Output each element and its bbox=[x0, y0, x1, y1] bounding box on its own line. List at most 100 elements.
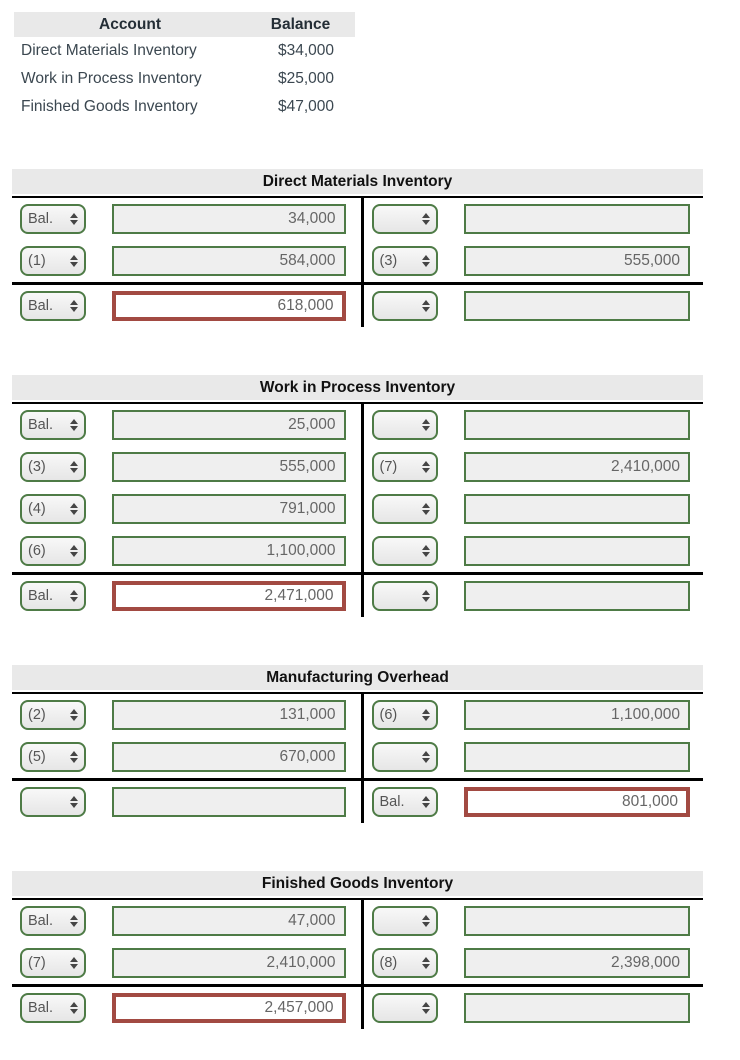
amount-input[interactable]: 584,000 bbox=[112, 246, 346, 276]
t-account-title: Finished Goods Inventory bbox=[12, 871, 703, 896]
spinner-up-arrow bbox=[70, 255, 78, 260]
right-cell: Bal. 801,000 bbox=[358, 781, 704, 823]
entry-label-select[interactable] bbox=[371, 536, 438, 566]
entry-label-value: (2) bbox=[28, 707, 46, 723]
entry-label-select[interactable]: Bal. bbox=[20, 204, 86, 234]
spinner-down-arrow bbox=[421, 922, 430, 927]
entry-label-select[interactable]: (4) bbox=[20, 494, 86, 524]
spinner-up-arrow bbox=[421, 300, 430, 305]
balance-amount-input[interactable]: 2,471,000 bbox=[112, 581, 346, 611]
t-account-body: Bal. 47,000 (7) 2,410,000 (8) 2,398,000 Bal. 2,… bbox=[12, 898, 703, 1029]
amount-input[interactable]: 555,000 bbox=[112, 452, 346, 482]
t-account-row: (1) 584,000 (3) 555,000 bbox=[12, 240, 703, 282]
t-account-title: Manufacturing Overhead bbox=[12, 665, 703, 690]
entry-label-select[interactable]: (6) bbox=[20, 536, 86, 566]
spinner-up-arrow bbox=[70, 503, 78, 508]
balance-amount-input[interactable]: 618,000 bbox=[112, 291, 346, 321]
right-cell bbox=[358, 488, 704, 530]
spinner-down-arrow bbox=[70, 426, 78, 431]
t-account-body: Bal. 34,000 (1) 584,000 (3) 555,000 Bal. 618,00… bbox=[12, 196, 703, 327]
spinner-down-arrow bbox=[70, 307, 78, 312]
entry-label-value: Bal. bbox=[28, 588, 53, 604]
amount-input[interactable]: 555,000 bbox=[463, 246, 690, 276]
entry-label-value: Bal. bbox=[28, 417, 53, 433]
entry-label-select[interactable]: (7) bbox=[20, 948, 86, 978]
entry-label-select[interactable]: (3) bbox=[20, 452, 86, 482]
amount-input[interactable]: 1,100,000 bbox=[463, 700, 690, 730]
entry-label-select[interactable]: (3) bbox=[371, 246, 438, 276]
spinner-down-arrow bbox=[70, 552, 78, 557]
updown-spinner-icon bbox=[421, 419, 430, 431]
amount-input[interactable]: 131,000 bbox=[112, 700, 346, 730]
entry-label-select[interactable] bbox=[371, 410, 438, 440]
amount-input[interactable]: 1,100,000 bbox=[112, 536, 346, 566]
t-account-row: (5) 670,000 bbox=[12, 736, 703, 778]
amount-input[interactable]: 34,000 bbox=[112, 204, 346, 234]
spinner-up-arrow bbox=[421, 957, 430, 962]
left-cell: Bal. 34,000 bbox=[12, 198, 358, 240]
amount-input[interactable] bbox=[463, 494, 690, 524]
amount-input[interactable] bbox=[463, 536, 690, 566]
account-balance-table: Account Balance Direct Materials Invento… bbox=[14, 12, 355, 121]
summary-table-header: Account Balance bbox=[14, 12, 355, 37]
balance-amount-input[interactable]: 2,457,000 bbox=[112, 993, 346, 1023]
spinner-up-arrow bbox=[70, 709, 78, 714]
spinner-up-arrow bbox=[70, 419, 78, 424]
total-rule bbox=[12, 984, 703, 987]
entry-label-select[interactable]: (8) bbox=[371, 948, 438, 978]
amount-input[interactable]: 2,398,000 bbox=[463, 948, 690, 978]
spinner-up-arrow bbox=[421, 796, 430, 801]
amount-input[interactable] bbox=[463, 993, 690, 1023]
entry-label-select[interactable]: Bal. bbox=[20, 291, 86, 321]
entry-label-select[interactable] bbox=[371, 204, 438, 234]
amount-input[interactable]: 25,000 bbox=[112, 410, 346, 440]
amount-input[interactable]: 47,000 bbox=[112, 906, 346, 936]
account-name: Work in Process Inventory bbox=[21, 70, 202, 87]
entry-label-select[interactable]: Bal. bbox=[371, 787, 438, 817]
entry-label-select[interactable]: (6) bbox=[371, 700, 438, 730]
entry-label-select[interactable] bbox=[371, 993, 438, 1023]
amount-input[interactable] bbox=[463, 410, 690, 440]
updown-spinner-icon bbox=[70, 957, 78, 969]
updown-spinner-icon bbox=[421, 751, 430, 763]
entry-label-select[interactable] bbox=[371, 581, 438, 611]
balance-amount-input[interactable]: 801,000 bbox=[463, 787, 690, 817]
amount-input[interactable] bbox=[463, 906, 690, 936]
entry-label-select[interactable] bbox=[20, 787, 86, 817]
t-account-center-divider bbox=[361, 404, 364, 617]
entry-label-select[interactable] bbox=[371, 494, 438, 524]
updown-spinner-icon bbox=[421, 709, 430, 721]
updown-spinner-icon bbox=[70, 1002, 78, 1014]
updown-spinner-icon bbox=[421, 213, 430, 225]
entry-label-select[interactable]: Bal. bbox=[20, 410, 86, 440]
entry-label-select[interactable]: (7) bbox=[371, 452, 438, 482]
entry-label-select[interactable]: Bal. bbox=[20, 906, 86, 936]
entry-label-select[interactable]: Bal. bbox=[20, 993, 86, 1023]
entry-label-select[interactable]: Bal. bbox=[20, 581, 86, 611]
updown-spinner-icon bbox=[70, 751, 78, 763]
amount-input[interactable] bbox=[463, 291, 690, 321]
amount-input[interactable] bbox=[463, 742, 690, 772]
entry-label-select[interactable] bbox=[371, 291, 438, 321]
amount-input[interactable]: 2,410,000 bbox=[112, 948, 346, 978]
spinner-down-arrow bbox=[70, 803, 78, 808]
amount-input[interactable] bbox=[463, 204, 690, 234]
left-cell: Bal. 25,000 bbox=[12, 404, 358, 446]
t-accounts-container: Direct Materials Inventory Bal. 34,000 (1) 5… bbox=[0, 169, 740, 1029]
left-cell bbox=[12, 781, 358, 823]
amount-input[interactable]: 791,000 bbox=[112, 494, 346, 524]
entry-label-select[interactable] bbox=[371, 742, 438, 772]
updown-spinner-icon bbox=[421, 796, 430, 808]
entry-label-select[interactable]: (2) bbox=[20, 700, 86, 730]
entry-label-value: (7) bbox=[28, 955, 46, 971]
amount-input[interactable] bbox=[463, 581, 690, 611]
spinner-up-arrow bbox=[70, 213, 78, 218]
entry-label-select[interactable]: (1) bbox=[20, 246, 86, 276]
entry-label-select[interactable]: (5) bbox=[20, 742, 86, 772]
amount-input[interactable]: 2,410,000 bbox=[463, 452, 690, 482]
entry-label-select[interactable] bbox=[371, 906, 438, 936]
amount-input[interactable] bbox=[112, 787, 346, 817]
amount-input[interactable]: 670,000 bbox=[112, 742, 346, 772]
spinner-down-arrow bbox=[421, 1009, 430, 1014]
t-account-title: Direct Materials Inventory bbox=[12, 169, 703, 194]
